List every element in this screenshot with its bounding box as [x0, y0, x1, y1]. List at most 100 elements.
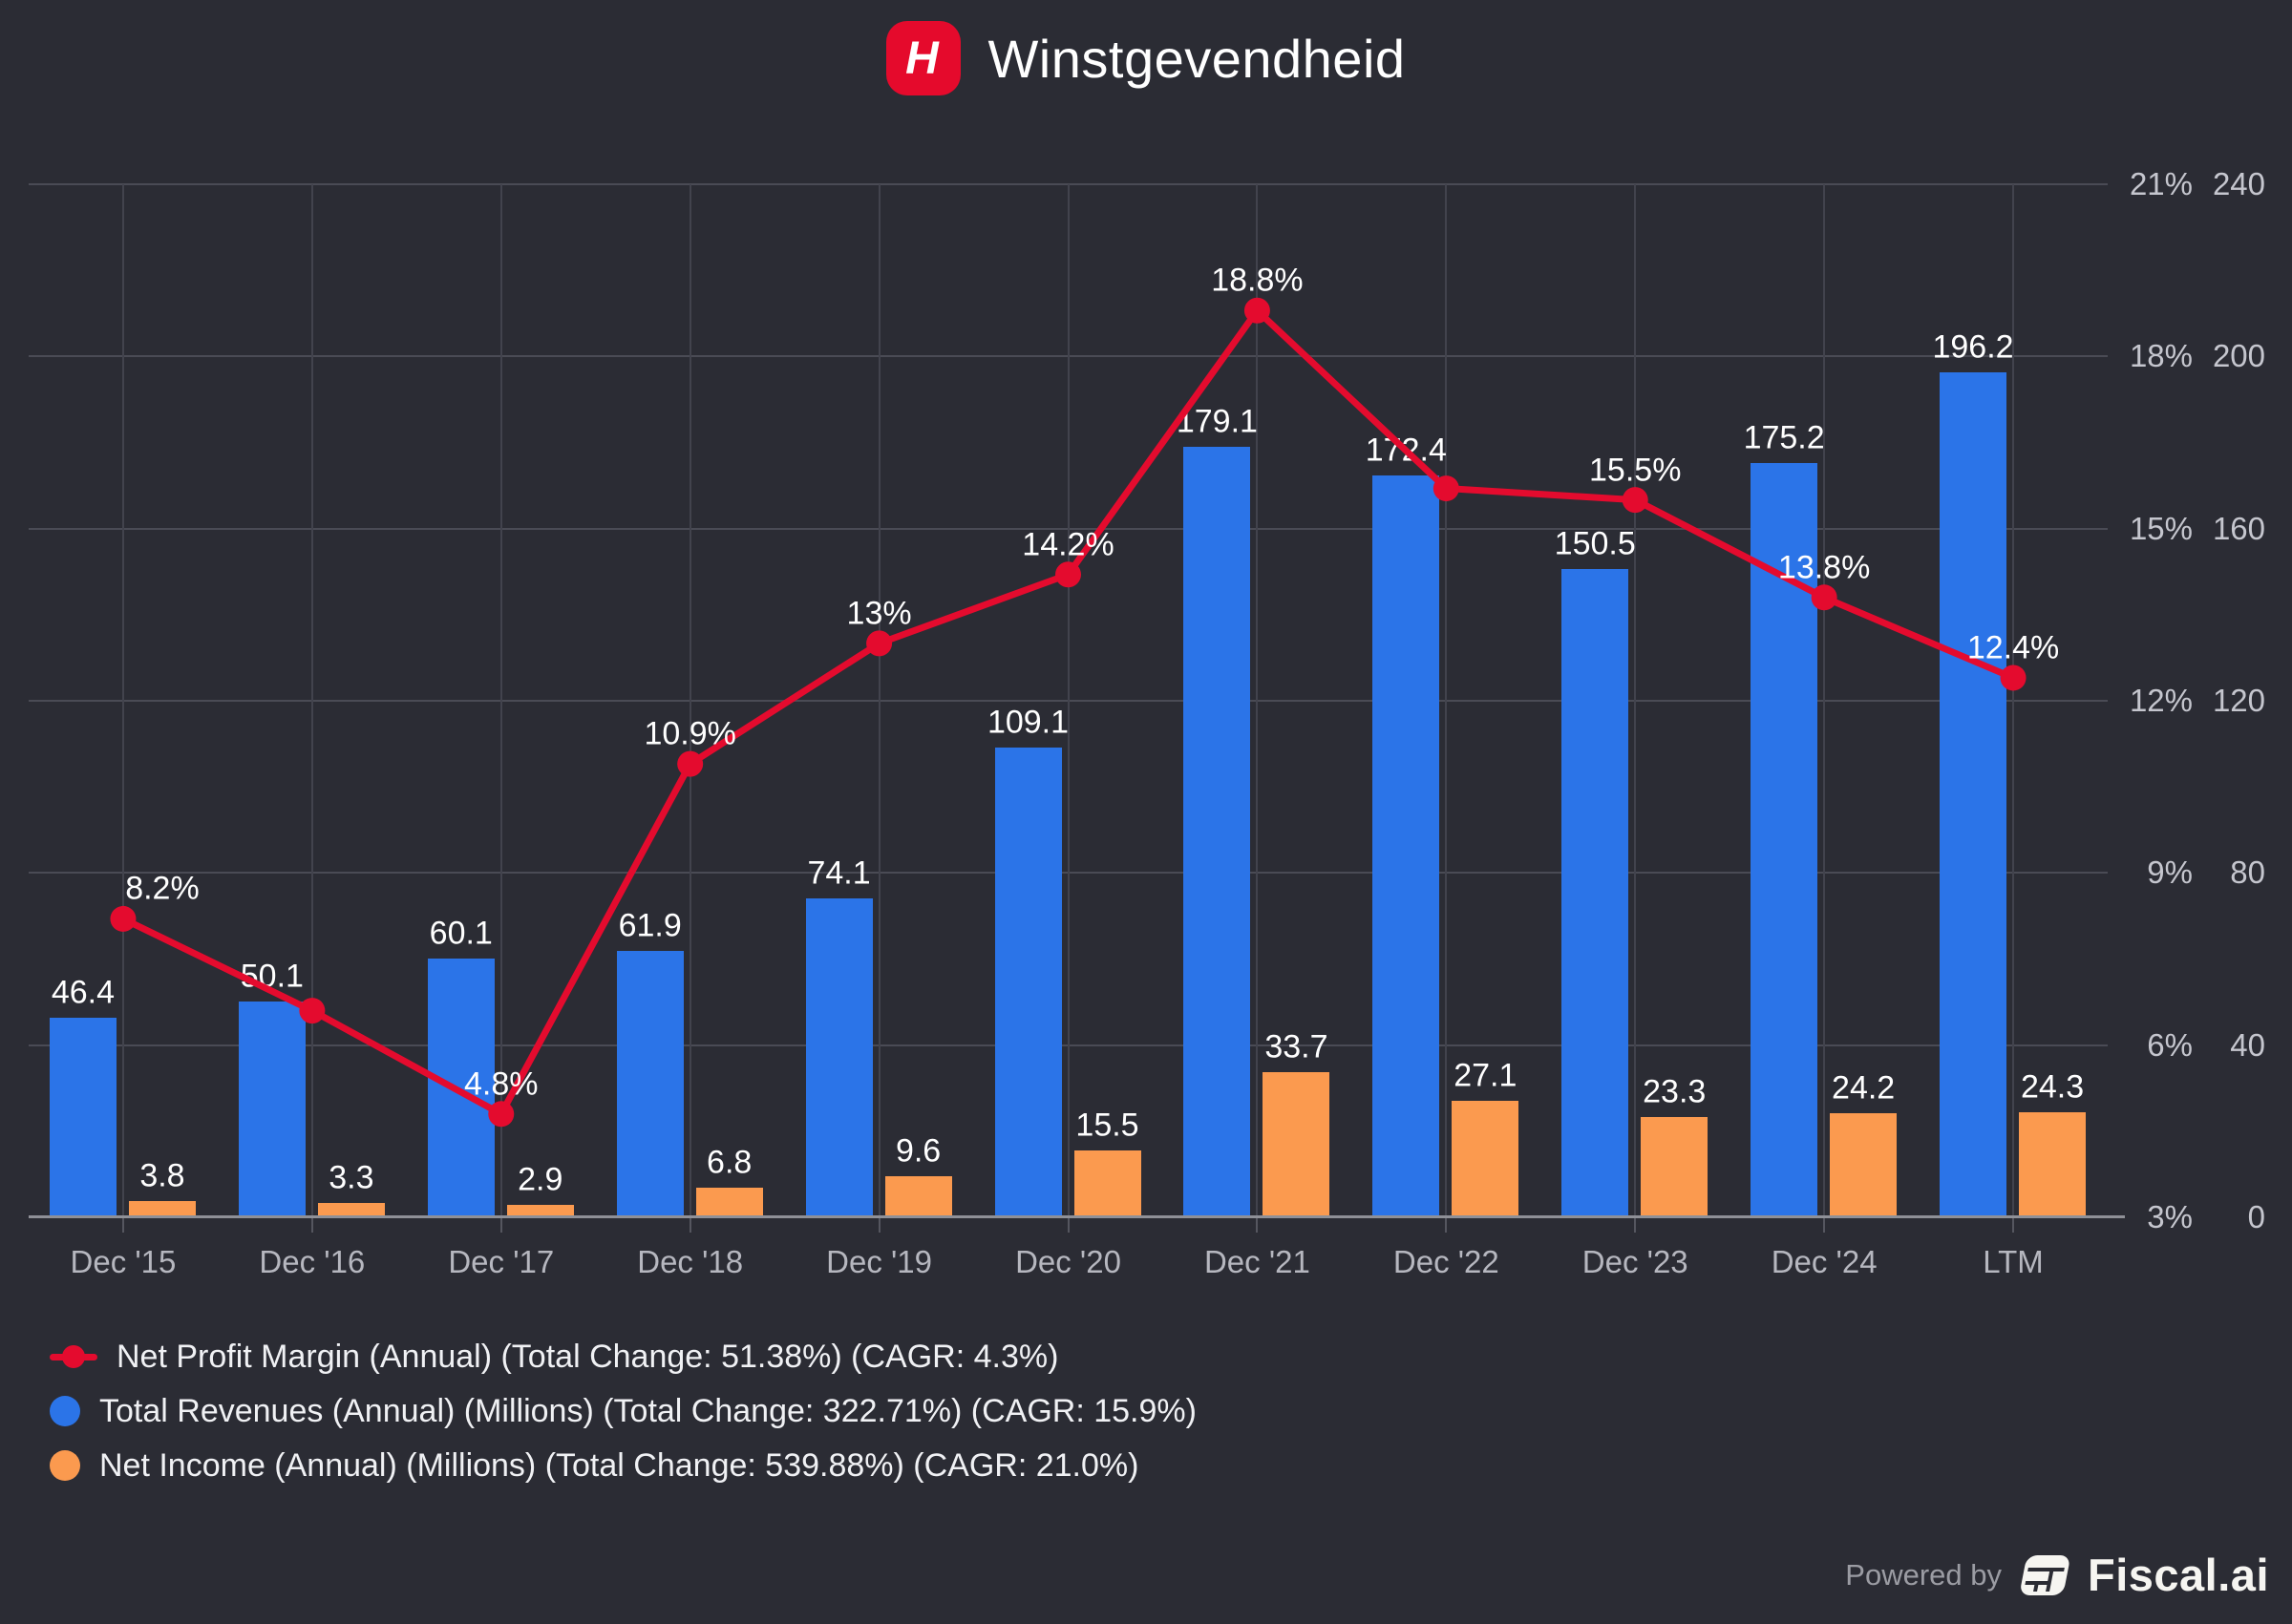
axis-percent-label: 21%: [2129, 166, 2193, 201]
axis-percent-label: 15%: [2129, 510, 2193, 546]
axis-value-label: 200: [2212, 338, 2265, 374]
bar-total-revenues: [49, 1017, 117, 1217]
margin-point: [488, 1101, 515, 1128]
x-axis-label: LTM: [1983, 1244, 2044, 1279]
bar-total-revenues: [238, 1002, 306, 1217]
axis-value-label: 240: [2212, 166, 2265, 201]
bar-total-revenues: [1372, 475, 1440, 1217]
grid-line-v: [121, 184, 124, 1217]
bar-total-revenues: [1561, 569, 1629, 1217]
bar-total-revenues: [805, 897, 873, 1217]
margin-point: [299, 998, 326, 1024]
x-axis-tick: [1256, 1217, 1259, 1233]
legend-label: Total Revenues (Annual) (Millions) (Tota…: [99, 1392, 1197, 1429]
margin-point-label: 10.9%: [644, 715, 736, 752]
margin-point: [677, 750, 704, 777]
grid-line-v: [1067, 184, 1070, 1217]
margin-point-label: 18.8%: [1211, 262, 1304, 299]
bar-value-label: 3.8: [139, 1157, 185, 1194]
margin-point-label: 13%: [846, 595, 912, 632]
margin-point-label: 4.8%: [464, 1065, 539, 1103]
margin-point: [1243, 297, 1270, 324]
bar-value-label: 27.1: [1454, 1057, 1517, 1094]
bar-value-label: 23.3: [1643, 1073, 1707, 1110]
x-axis-label: Dec '15: [70, 1244, 177, 1279]
legend-label: Net Income (Annual) (Millions) (Total Ch…: [99, 1446, 1139, 1484]
grid-line-v: [1634, 184, 1637, 1217]
bar-value-label: 196.2: [1932, 328, 2014, 366]
margin-point-label: 14.2%: [1022, 526, 1114, 563]
legend-label: Net Profit Margin (Annual) (Total Change…: [117, 1338, 1059, 1375]
grid-line-v: [310, 184, 313, 1217]
margin-point: [1055, 561, 1081, 588]
x-axis-label: Dec '22: [1392, 1244, 1499, 1279]
legend-item: Net Profit Margin (Annual) (Total Change…: [50, 1336, 1197, 1378]
margin-point-label: 8.2%: [125, 870, 200, 907]
grid-line-v: [1256, 184, 1259, 1217]
axis-percent-label: 12%: [2129, 683, 2193, 718]
axis-value-label: 160: [2212, 510, 2265, 546]
bar-total-revenues: [994, 748, 1062, 1217]
x-axis-label: Dec '21: [1203, 1244, 1310, 1279]
bar-value-label: 15.5: [1075, 1107, 1139, 1144]
bar-total-revenues: [427, 959, 495, 1217]
bar-value-label: 46.4: [51, 974, 116, 1011]
fiscal-brand-name[interactable]: Fiscal.ai: [2088, 1550, 2269, 1600]
axis-percent-label: 3%: [2147, 1199, 2193, 1234]
bar-value-label: 33.7: [1264, 1028, 1328, 1065]
margin-point-label: 12.4%: [1966, 629, 2060, 666]
legend-item: Net Income (Annual) (Millions) (Total Ch…: [50, 1445, 1197, 1487]
axis-value-label: 80: [2230, 854, 2265, 891]
margin-point: [1811, 584, 1837, 611]
bar-total-revenues: [1183, 446, 1251, 1217]
footer: Powered by Fiscal.ai: [1845, 1549, 2269, 1601]
bar-net-income: [884, 1175, 952, 1217]
bar-value-label: 109.1: [987, 704, 1070, 741]
bar-value-label: 3.3: [329, 1159, 374, 1196]
bar-total-revenues: [1940, 372, 2007, 1217]
x-axis-tick: [499, 1217, 502, 1233]
bar-net-income: [1830, 1112, 1898, 1217]
bar-value-label: 9.6: [895, 1132, 942, 1170]
margin-point: [1622, 487, 1648, 514]
x-axis-label: Dec '18: [637, 1244, 744, 1279]
grid-line-v: [2012, 184, 2015, 1217]
bar-net-income: [1073, 1150, 1141, 1217]
bar-net-income: [1452, 1100, 1519, 1217]
axis-value-label: 0: [2247, 1199, 2265, 1234]
margin-point: [110, 905, 137, 932]
legend-circle-marker: [50, 1450, 80, 1481]
legend-line-dot-marker: [62, 1344, 85, 1368]
bar-value-label: 24.3: [2020, 1068, 2085, 1106]
x-axis-tick: [878, 1217, 881, 1233]
axis-percent-label: 6%: [2147, 1026, 2193, 1063]
x-axis-label: Dec '20: [1015, 1244, 1121, 1279]
x-axis-label: Dec '23: [1581, 1244, 1688, 1279]
grid-line-v: [1445, 184, 1448, 1217]
legend-item: Total Revenues (Annual) (Millions) (Tota…: [50, 1390, 1197, 1432]
bar-net-income: [695, 1188, 763, 1217]
x-axis-tick: [689, 1217, 691, 1233]
x-axis-label: Dec '24: [1771, 1244, 1878, 1279]
x-axis-tick: [310, 1217, 313, 1233]
page-title: Winstgevendheid: [987, 28, 1406, 89]
axis-percent-label: 18%: [2129, 338, 2193, 374]
bar-value-label: 24.2: [1832, 1069, 1896, 1107]
bar-net-income: [506, 1204, 574, 1217]
axis-value-label: 40: [2230, 1026, 2265, 1063]
bar-value-label: 74.1: [807, 854, 871, 892]
grid-line-v: [1823, 184, 1826, 1217]
x-axis-tick: [2012, 1217, 2015, 1233]
x-axis-label: Dec '17: [448, 1244, 555, 1279]
x-axis-tick: [1445, 1217, 1448, 1233]
bar-net-income: [1641, 1116, 1708, 1217]
margin-point: [2000, 664, 2027, 691]
x-axis-label: Dec '19: [826, 1244, 933, 1279]
x-axis-line: [29, 1215, 2125, 1218]
x-axis-label: Dec '16: [259, 1244, 366, 1279]
chart-header: H Winstgevendheid: [0, 21, 2292, 95]
grid-line-v: [878, 184, 881, 1217]
margin-point-label: 15.5%: [1589, 452, 1682, 489]
